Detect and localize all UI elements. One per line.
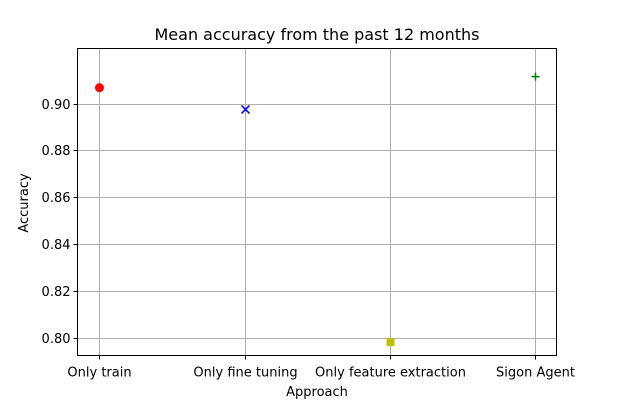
y-tick-label: 0.88 <box>42 144 71 159</box>
data-point-only-train <box>95 83 104 93</box>
x-tick-label: Only train <box>67 366 131 381</box>
plot-area-frame <box>77 48 557 356</box>
data-point-only-fine-tuning <box>240 104 251 114</box>
y-tick-label: 0.84 <box>42 238 71 253</box>
y-axis-ticks: 0.80 0.82 0.84 0.86 0.88 0.90 <box>42 98 78 347</box>
grid <box>77 48 557 356</box>
y-tick-label: 0.80 <box>42 332 71 347</box>
y-tick-label: 0.90 <box>42 98 71 113</box>
x-tick-label: Only fine tuning <box>193 366 297 381</box>
data-points <box>95 72 540 347</box>
x-tick-label: Only feature extraction <box>315 366 466 381</box>
data-point-only-feature-extraction <box>386 338 395 347</box>
chart-title: Mean accuracy from the past 12 months <box>155 25 480 44</box>
data-point-sigon-agent <box>531 72 540 81</box>
x-axis-title: Approach <box>286 385 348 400</box>
y-tick-label: 0.82 <box>42 285 71 300</box>
y-tick-label: 0.86 <box>42 191 71 206</box>
x-tick-label: Sigon Agent <box>496 366 575 381</box>
y-axis-title: Accuracy <box>17 173 32 233</box>
x-axis-ticks: Only train Only fine tuning Only feature e… <box>67 355 575 381</box>
